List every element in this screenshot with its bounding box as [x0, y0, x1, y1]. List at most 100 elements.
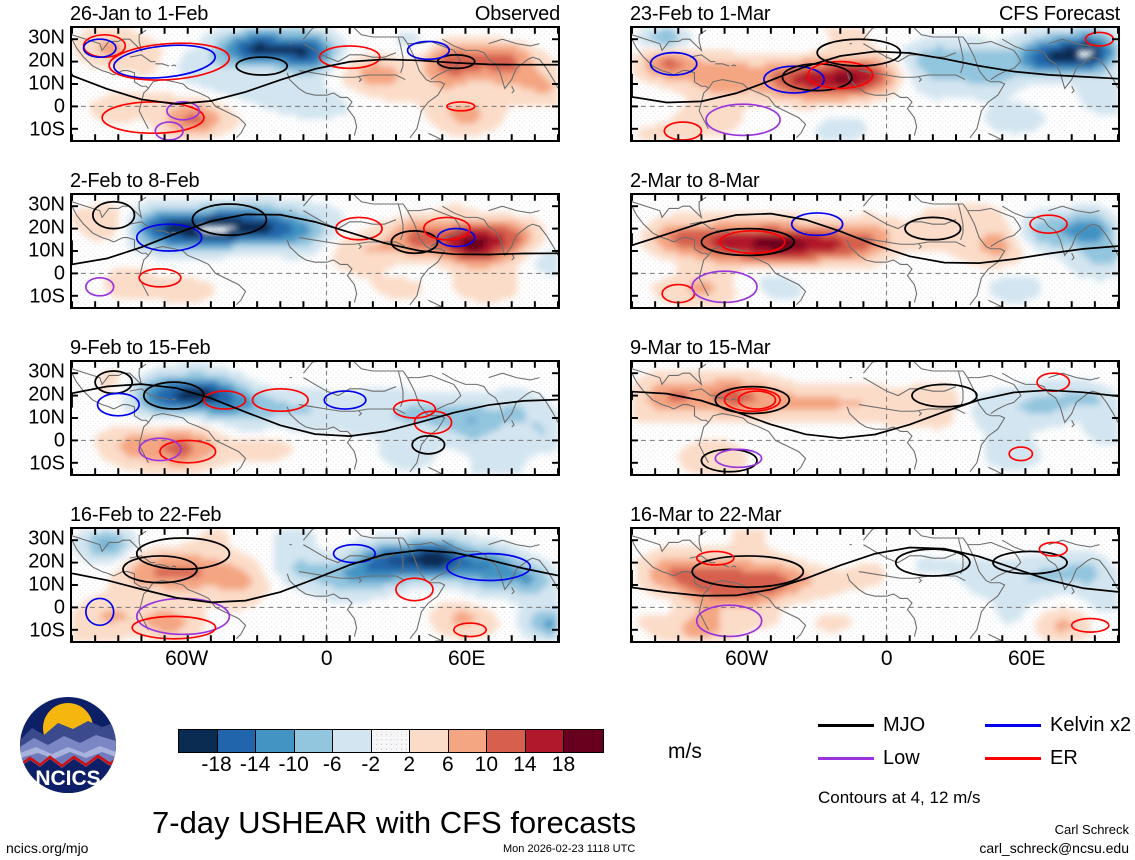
site-link[interactable]: ncics.org/mjo — [6, 840, 89, 856]
contour-er — [138, 268, 182, 288]
colorbar-tick: 6 — [441, 753, 454, 776]
colorbar[interactable]: -18 -14 -10 -6 -2 2 6 10 14 18 — [178, 729, 604, 776]
colorbar-cell — [410, 730, 449, 752]
contour-er — [203, 390, 247, 410]
shaded-band — [461, 238, 490, 252]
map-panel-observed-row3[interactable]: 16-Feb to 22-Feb 30N 20N 10N 0 10S 60W 0 60E — [28, 504, 560, 670]
author-name: Carl Schreck — [1054, 822, 1129, 837]
map-panel-observed-row2[interactable]: 9-Feb to 15-Feb 30N 20N 10N 0 10S — [28, 337, 560, 476]
shaded-band — [122, 362, 558, 474]
x-axis-tick-label: 60E — [447, 647, 486, 670]
panel-title: 16-Feb to 22-Feb — [70, 504, 222, 526]
y-axis-tick-label: 10S — [29, 619, 65, 642]
wave-contours — [661, 212, 1068, 304]
colorbar-cell — [487, 730, 526, 752]
panel-title: 9-Mar to 15-Mar — [630, 337, 771, 359]
colorbar-tick: 2 — [403, 753, 416, 776]
contour-er — [392, 399, 437, 419]
shaded-band — [99, 40, 555, 132]
map-panel-observed-row0[interactable]: 26-Jan to 1-Feb Observed 30N 20N 10N 0 10S — [28, 3, 560, 142]
ncics-logo-text: NCICS — [35, 767, 100, 790]
map-field — [72, 195, 558, 307]
colorbar-tick: 18 — [551, 753, 576, 776]
shaded-band — [443, 229, 504, 256]
y-axis-tick-label: 0 — [53, 429, 65, 452]
contour-low — [85, 277, 115, 297]
colorbar-swatches — [178, 729, 604, 753]
y-axis-tick-label: 10S — [29, 285, 65, 308]
contour-kelvin-x2 — [406, 40, 451, 61]
contour-kelvin-x2 — [96, 392, 140, 417]
contour-kelvin-x2 — [113, 44, 217, 79]
legend-item-low[interactable]: Low — [818, 747, 920, 770]
colorbar-cell — [179, 730, 218, 752]
contour-er — [101, 101, 205, 135]
shaded-band — [72, 28, 558, 140]
y-axis-tick-label: 10N — [28, 239, 65, 262]
legend-item-mjo[interactable]: MJO — [818, 714, 925, 737]
shaded-band — [154, 567, 201, 577]
colorbar-tick: -10 — [278, 753, 309, 776]
column-label-forecast: CFS Forecast — [999, 3, 1120, 25]
axis-ticks — [632, 28, 1118, 140]
contour-er — [1029, 214, 1068, 234]
legend-swatch-kelvin — [985, 724, 1041, 727]
shaded-band — [177, 28, 422, 120]
contour-er — [723, 388, 781, 413]
y-axis-tick-label: 30N — [28, 360, 65, 383]
map-panel-forecast-row3[interactable]: 16-Mar to 22-Mar 60W 0 60E — [630, 504, 1120, 670]
contour-er — [1070, 617, 1110, 633]
axis-ticks — [72, 195, 558, 307]
shaded-band — [154, 383, 234, 406]
contour-low — [166, 101, 201, 121]
y-axis-tick-label: 10N — [28, 573, 65, 596]
ncics-logo[interactable]: NCICS — [18, 695, 118, 795]
map-frame — [630, 26, 1120, 142]
contour-mjo-envelope — [72, 58, 558, 105]
shaded-band — [85, 529, 558, 638]
wave-contours — [85, 200, 476, 297]
y-axis-tick-label: 20N — [28, 550, 65, 573]
panel-title: 9-Feb to 15-Feb — [70, 337, 211, 359]
map-frame — [70, 360, 560, 476]
colorbar-cell — [448, 730, 488, 752]
shaded-band — [971, 379, 1118, 471]
author-email[interactable]: carl_schreck@ncsu.edu — [979, 840, 1129, 856]
map-frame — [630, 193, 1120, 309]
contour-er — [422, 216, 471, 241]
shaded-band — [1044, 40, 1101, 64]
legend-item-kelvin[interactable]: Kelvin x2 — [985, 714, 1131, 737]
map-panel-observed-row1[interactable]: 2-Feb to 8-Feb 30N 20N 10N 0 10S — [28, 170, 560, 309]
axis-ticks — [632, 195, 1118, 307]
colorbar-tick: -14 — [239, 753, 271, 776]
y-axis-tick-label: 20N — [28, 216, 65, 239]
y-axis-tick-label: 20N — [28, 383, 65, 406]
legend-label-low: Low — [883, 747, 920, 769]
shaded-band — [751, 238, 807, 252]
coastlines — [72, 28, 558, 140]
coastlines — [632, 195, 1118, 307]
axis-ticks — [632, 529, 1118, 641]
axis-ticks — [72, 529, 558, 641]
contour-mjo — [691, 555, 805, 589]
map-frame — [70, 527, 560, 643]
colorbar-cell — [564, 730, 603, 752]
map-panel-forecast-row2[interactable]: 9-Mar to 15-Mar — [630, 337, 1120, 476]
legend-item-er[interactable]: ER — [985, 747, 1078, 770]
contour-mjo-envelope — [632, 50, 1118, 104]
y-axis-tick-label: 10S — [29, 118, 65, 141]
contour-er — [719, 229, 786, 255]
contour-mjo — [911, 383, 978, 408]
map-panel-forecast-row1[interactable]: 2-Mar to 8-Mar — [630, 170, 1120, 309]
legend-label-kelvin: Kelvin x2 — [1050, 714, 1132, 736]
contour-mjo — [135, 537, 231, 571]
ncics-logo-graphic: NCICS — [20, 697, 116, 793]
map-field — [72, 362, 558, 474]
map-frame — [70, 193, 560, 309]
contour-mjo-envelope — [632, 546, 1118, 597]
map-panel-forecast-row0[interactable]: 23-Feb to 1-Mar CFS Forecast — [630, 3, 1120, 142]
contour-er — [1038, 541, 1068, 557]
y-axis-tick-label: 20N — [28, 49, 65, 72]
contour-low — [705, 103, 781, 137]
contour-er — [251, 388, 309, 413]
